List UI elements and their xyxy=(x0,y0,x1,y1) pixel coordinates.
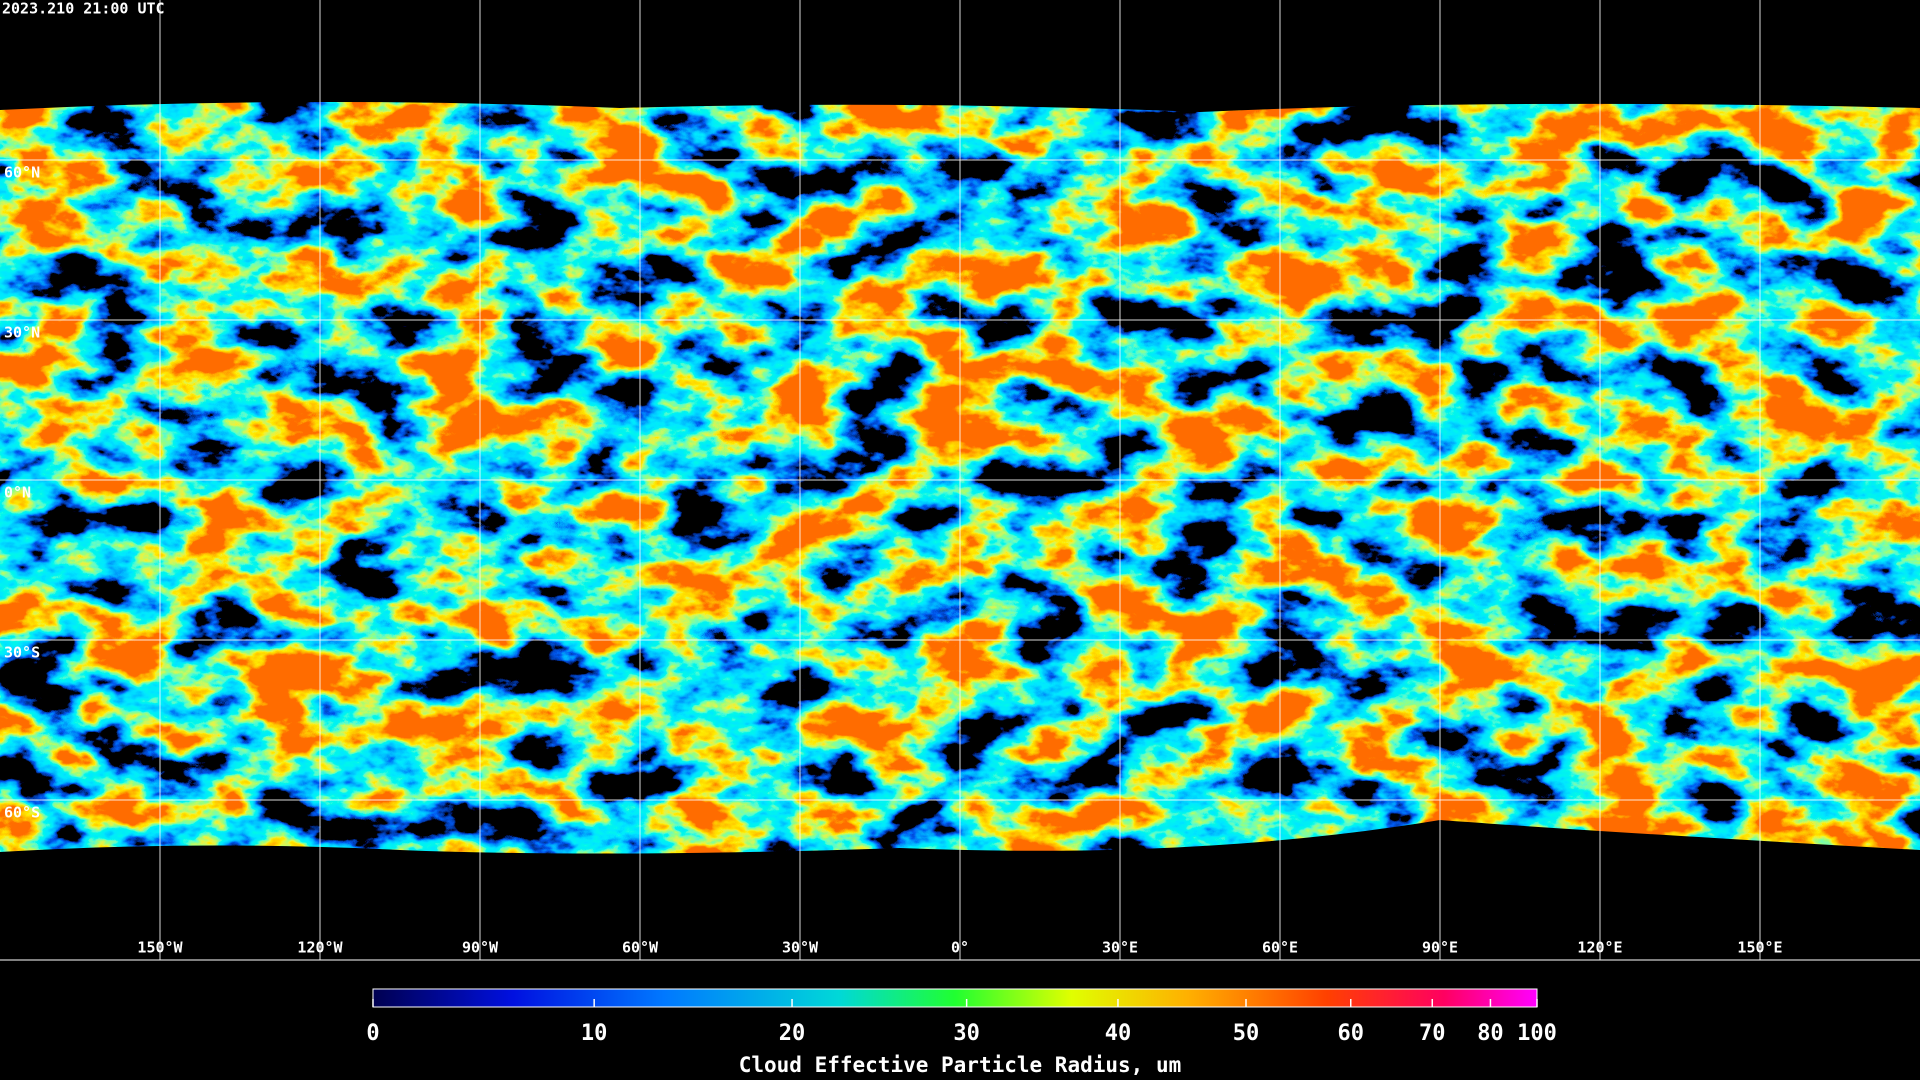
longitude-label: 60°W xyxy=(622,939,659,957)
colorbar-tick-label: 70 xyxy=(1419,1021,1446,1046)
colorbar-tick-label: 30 xyxy=(953,1021,980,1046)
colorbar-tick-label: 10 xyxy=(581,1021,608,1046)
longitude-label: 120°W xyxy=(297,939,343,957)
longitude-label: 0° xyxy=(951,939,969,957)
longitude-label: 30°W xyxy=(782,939,819,957)
colorbar-tick-label: 60 xyxy=(1338,1021,1365,1046)
timestamp: 2023.210 21:00 UTC xyxy=(2,0,165,18)
colorbar-tick-label: 40 xyxy=(1105,1021,1132,1046)
longitude-label: 90°E xyxy=(1422,939,1458,957)
colorbar-tick-label: 0 xyxy=(366,1021,379,1046)
colorbar-label: Cloud Effective Particle Radius, um xyxy=(739,1053,1182,1077)
longitude-label: 30°E xyxy=(1102,939,1138,957)
colorbar-tick-label: 20 xyxy=(779,1021,806,1046)
longitude-label: 90°W xyxy=(462,939,499,957)
latitude-label: 60°S xyxy=(4,804,40,822)
colorbar-tick-label: 100 xyxy=(1517,1021,1557,1046)
longitude-label: 120°E xyxy=(1577,939,1622,957)
longitude-label: 150°W xyxy=(137,939,183,957)
latitude-label: 30°N xyxy=(4,324,40,342)
colorbar-tick-label: 50 xyxy=(1233,1021,1260,1046)
colorbar-tick-label: 80 xyxy=(1477,1021,1504,1046)
colorbar xyxy=(372,988,1538,1008)
latitude-label: 60°N xyxy=(4,164,40,182)
longitude-label: 60°E xyxy=(1262,939,1298,957)
latitude-label: 0°N xyxy=(4,484,31,502)
longitude-label: 150°E xyxy=(1737,939,1782,957)
latitude-label: 30°S xyxy=(4,644,40,662)
graticule xyxy=(0,0,1920,960)
